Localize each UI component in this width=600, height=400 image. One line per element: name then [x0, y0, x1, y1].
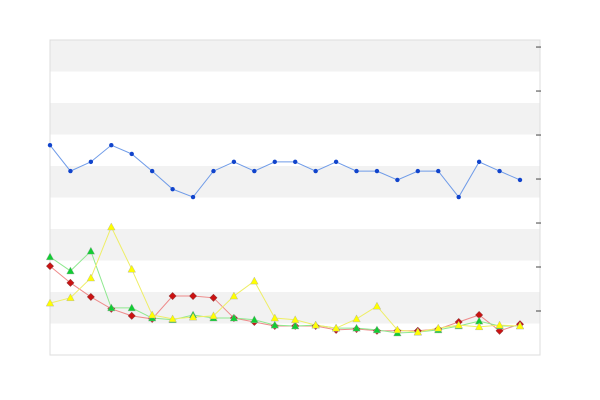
point: [86, 293, 95, 301]
point: [127, 303, 136, 312]
point: [148, 310, 157, 319]
point: [127, 311, 136, 320]
point: [270, 320, 279, 329]
point: [313, 168, 318, 174]
point: [209, 293, 218, 302]
point: [474, 322, 484, 331]
point: [209, 311, 218, 320]
point: [86, 246, 96, 255]
point: [517, 177, 523, 183]
point: [211, 168, 216, 174]
point: [352, 314, 361, 323]
band: [50, 166, 540, 198]
point: [86, 273, 96, 282]
point: [68, 168, 73, 174]
point: [372, 301, 382, 310]
point: [188, 312, 198, 321]
band: [50, 103, 540, 135]
point: [45, 298, 55, 307]
point: [393, 325, 402, 334]
point: [250, 276, 259, 285]
point: [293, 159, 298, 165]
point: [354, 168, 359, 174]
point: [46, 262, 54, 271]
point: [311, 320, 320, 329]
point: [495, 320, 504, 329]
series-line: [49, 144, 521, 198]
point: [45, 252, 55, 261]
point: [149, 168, 155, 174]
point: [129, 151, 134, 157]
plot-border: [49, 39, 541, 356]
point: [291, 321, 300, 330]
point: [352, 323, 361, 332]
point: [372, 325, 382, 334]
point: [434, 323, 443, 332]
point: [415, 168, 421, 174]
point: [168, 314, 177, 323]
point: [374, 168, 380, 174]
point: [168, 292, 177, 300]
point: [66, 293, 75, 302]
point: [395, 177, 400, 183]
point: [190, 194, 196, 200]
point: [515, 321, 525, 330]
point: [231, 159, 237, 165]
point: [66, 278, 75, 287]
point: [229, 291, 239, 300]
point: [109, 142, 114, 148]
point: [88, 159, 94, 165]
point: [47, 142, 53, 148]
band: [50, 229, 540, 261]
point: [272, 159, 277, 165]
point: [252, 168, 257, 174]
point: [107, 222, 116, 231]
point: [333, 159, 339, 165]
point: [497, 168, 502, 174]
point: [413, 327, 422, 336]
point: [270, 313, 279, 322]
point: [436, 168, 441, 174]
point: [291, 315, 300, 324]
point: [189, 292, 197, 300]
point: [127, 264, 136, 273]
point: [476, 159, 482, 165]
point: [456, 194, 461, 200]
series-line: [49, 225, 521, 333]
point: [454, 320, 463, 329]
point: [250, 315, 259, 324]
point: [66, 266, 75, 275]
point: [107, 303, 116, 312]
point: [170, 186, 175, 192]
point: [331, 323, 341, 332]
point: [229, 313, 239, 322]
band: [50, 40, 540, 72]
